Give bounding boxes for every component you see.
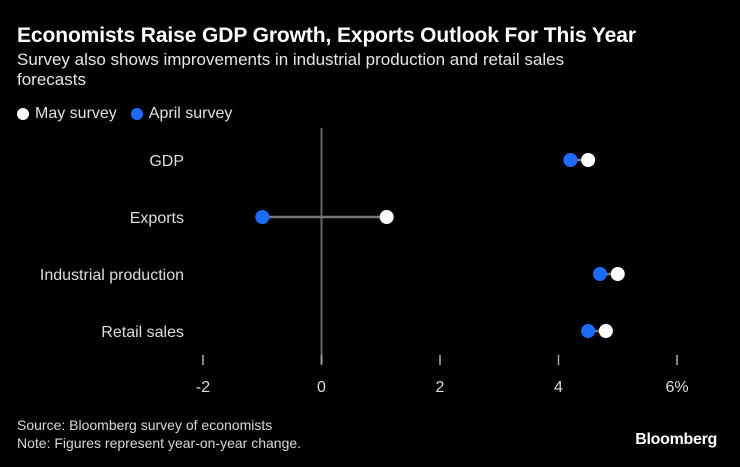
chart-subtitle: Survey also shows improvements in indust… bbox=[17, 50, 565, 89]
legend-label-may: May survey bbox=[35, 105, 117, 122]
april-survey-dot bbox=[255, 210, 270, 224]
april-survey-dot bbox=[581, 324, 596, 338]
x-tick-label: -2 bbox=[196, 379, 210, 396]
category-label: Retail sales bbox=[101, 324, 184, 341]
legend: May survey April survey bbox=[17, 105, 232, 123]
legend-item-april: April survey bbox=[130, 105, 233, 123]
april-survey-dot bbox=[592, 267, 607, 281]
footer-notes: Source: Bloomberg survey of economists N… bbox=[17, 416, 301, 452]
category-label: GDP bbox=[149, 153, 184, 170]
legend-item-may: May survey bbox=[17, 105, 117, 123]
x-tick-label: 2 bbox=[436, 379, 445, 396]
legend-dot-may bbox=[17, 108, 29, 120]
may-survey-dot bbox=[581, 153, 596, 167]
chart-title: Economists Raise GDP Growth, Exports Out… bbox=[17, 24, 636, 47]
x-tick-label: 4 bbox=[554, 379, 563, 396]
category-label: Exports bbox=[130, 210, 184, 227]
may-survey-dot bbox=[379, 210, 394, 224]
april-survey-dot bbox=[563, 153, 578, 167]
x-tick-label: 0 bbox=[317, 379, 326, 396]
source-text: Source: Bloomberg survey of economists bbox=[17, 417, 273, 433]
may-survey-dot bbox=[598, 324, 613, 338]
may-survey-dot bbox=[610, 267, 625, 281]
bloomberg-logo: Bloomberg bbox=[635, 431, 717, 448]
x-tick-label: 6% bbox=[665, 379, 688, 396]
legend-dot-april bbox=[130, 108, 143, 120]
legend-label-april: April survey bbox=[148, 105, 233, 122]
category-label: Industrial production bbox=[40, 267, 184, 284]
note-text: Note: Figures represent year-on-year cha… bbox=[17, 435, 302, 451]
